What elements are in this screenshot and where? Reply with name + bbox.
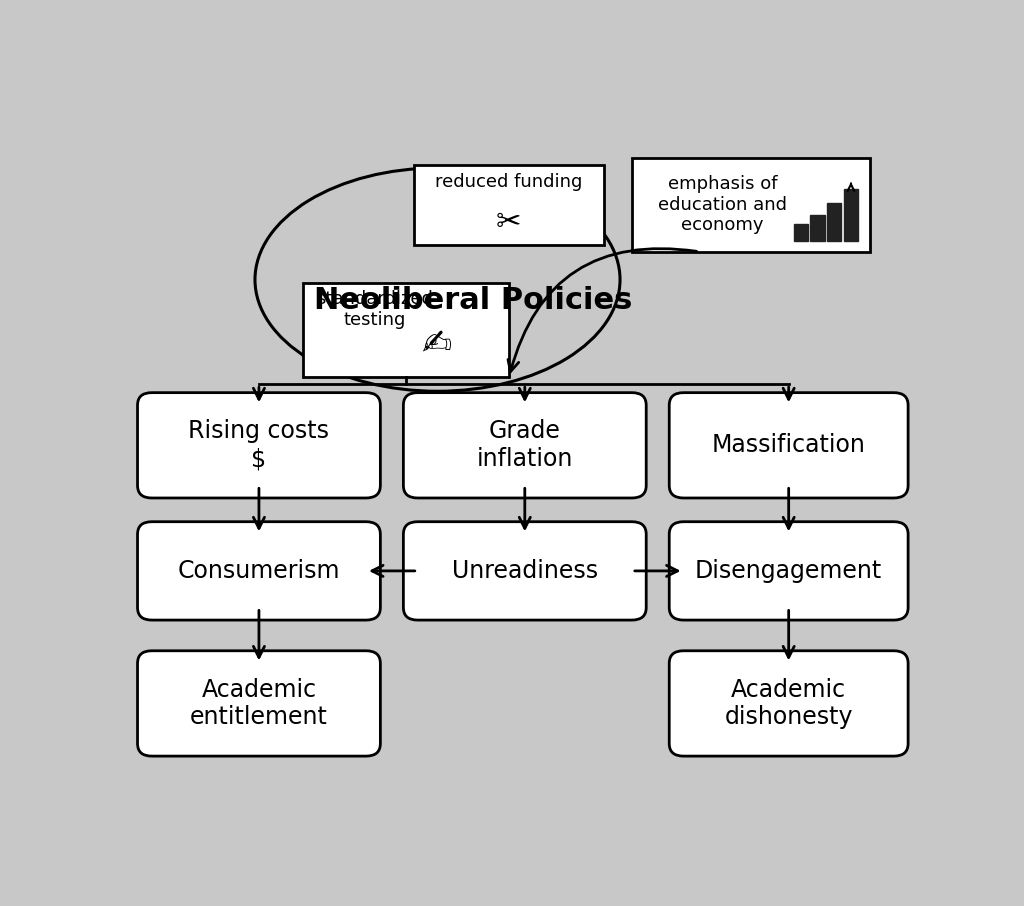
FancyBboxPatch shape xyxy=(137,392,380,498)
FancyBboxPatch shape xyxy=(403,522,646,620)
Text: Neoliberal Policies: Neoliberal Policies xyxy=(314,286,633,315)
FancyBboxPatch shape xyxy=(137,522,380,620)
FancyBboxPatch shape xyxy=(670,392,908,498)
Text: Grade
inflation: Grade inflation xyxy=(476,419,573,471)
FancyBboxPatch shape xyxy=(670,522,908,620)
Text: Rising costs
$: Rising costs $ xyxy=(188,419,330,471)
FancyArrowPatch shape xyxy=(508,248,696,371)
Text: Academic
dishonesty: Academic dishonesty xyxy=(724,678,853,729)
FancyBboxPatch shape xyxy=(303,283,509,377)
Text: Massification: Massification xyxy=(712,433,865,458)
Text: ✂: ✂ xyxy=(497,207,521,236)
Text: Academic
entitlement: Academic entitlement xyxy=(190,678,328,729)
Text: reduced funding: reduced funding xyxy=(435,173,583,191)
FancyBboxPatch shape xyxy=(137,651,380,757)
FancyBboxPatch shape xyxy=(403,392,646,498)
Text: Unreadiness: Unreadiness xyxy=(452,559,598,583)
Text: standardized
testing: standardized testing xyxy=(316,290,433,329)
Bar xyxy=(794,224,808,241)
FancyBboxPatch shape xyxy=(414,165,604,245)
Text: Consumerism: Consumerism xyxy=(178,559,340,583)
Bar xyxy=(811,215,824,241)
Bar xyxy=(827,203,842,241)
Bar xyxy=(844,189,858,241)
Text: emphasis of
education and
economy: emphasis of education and economy xyxy=(657,175,786,235)
FancyBboxPatch shape xyxy=(632,158,870,252)
Text: ✍: ✍ xyxy=(422,327,452,361)
Text: Disengagement: Disengagement xyxy=(695,559,883,583)
FancyBboxPatch shape xyxy=(670,651,908,757)
